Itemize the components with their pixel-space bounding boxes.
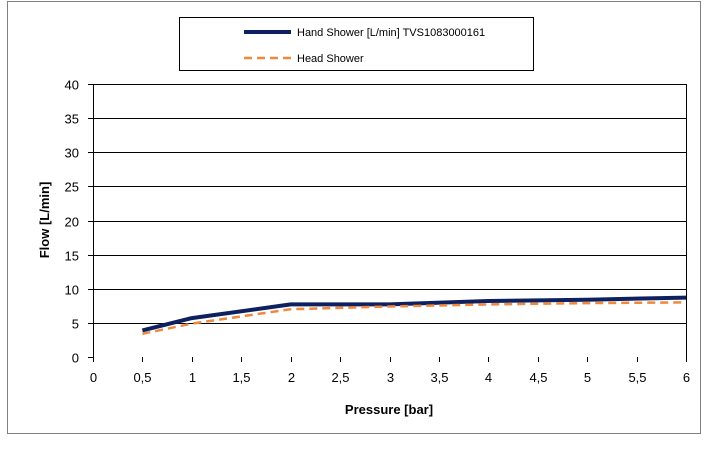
- series-line-hand-shower: [141, 295, 687, 333]
- x-tick-label-7: 3,5: [430, 370, 448, 385]
- y-tick-label-7: 35: [65, 112, 79, 127]
- y-tick-label-1: 5: [72, 317, 79, 332]
- x-tick-label-12: 6: [683, 370, 690, 385]
- data-series: [141, 295, 687, 336]
- legend-label-head-shower: Head Shower: [297, 53, 364, 65]
- series-line-head-shower: [142, 301, 687, 336]
- x-tick-label-0: 0: [90, 370, 97, 385]
- gridlines: [93, 84, 686, 324]
- y-axis-title: Flow [L/min]: [37, 182, 52, 259]
- x-tick-label-10: 5: [584, 370, 591, 385]
- y-tick-label-8: 40: [65, 78, 79, 93]
- x-tick-label-4: 2: [288, 370, 295, 385]
- axes: 0 5 10 15 20 25 30 35 40 0 0,5 1 1,5 2 2,5 3 3,5 4 4,5 5 5,5…: [65, 78, 691, 386]
- chart-frame: [7, 1, 701, 434]
- y-tick-label-0: 0: [72, 351, 79, 366]
- x-tick-label-6: 3: [387, 370, 394, 385]
- x-tick-label-1: 0,5: [133, 370, 151, 385]
- x-tick-label-9: 4,5: [529, 370, 547, 385]
- x-tick-label-2: 1: [189, 370, 196, 385]
- legend-label-hand-shower: Hand Shower [L/min] TVS1083000161: [297, 27, 485, 39]
- x-tick-label-5: 2,5: [331, 370, 349, 385]
- legend: Hand Shower [L/min] TVS1083000161 Head S…: [179, 17, 534, 71]
- y-tick-label-3: 15: [65, 249, 79, 264]
- x-tick-label-8: 4: [485, 370, 492, 385]
- y-tick-label-2: 10: [65, 283, 79, 298]
- x-axis-title: Pressure [bar]: [345, 402, 433, 417]
- legend-box: [179, 17, 534, 71]
- y-tick-label-6: 30: [65, 146, 79, 161]
- x-tick-label-11: 5,5: [628, 370, 646, 385]
- x-tick-label-3: 1,5: [232, 370, 250, 385]
- y-tick-label-5: 25: [65, 180, 79, 195]
- y-tick-label-4: 20: [65, 215, 79, 230]
